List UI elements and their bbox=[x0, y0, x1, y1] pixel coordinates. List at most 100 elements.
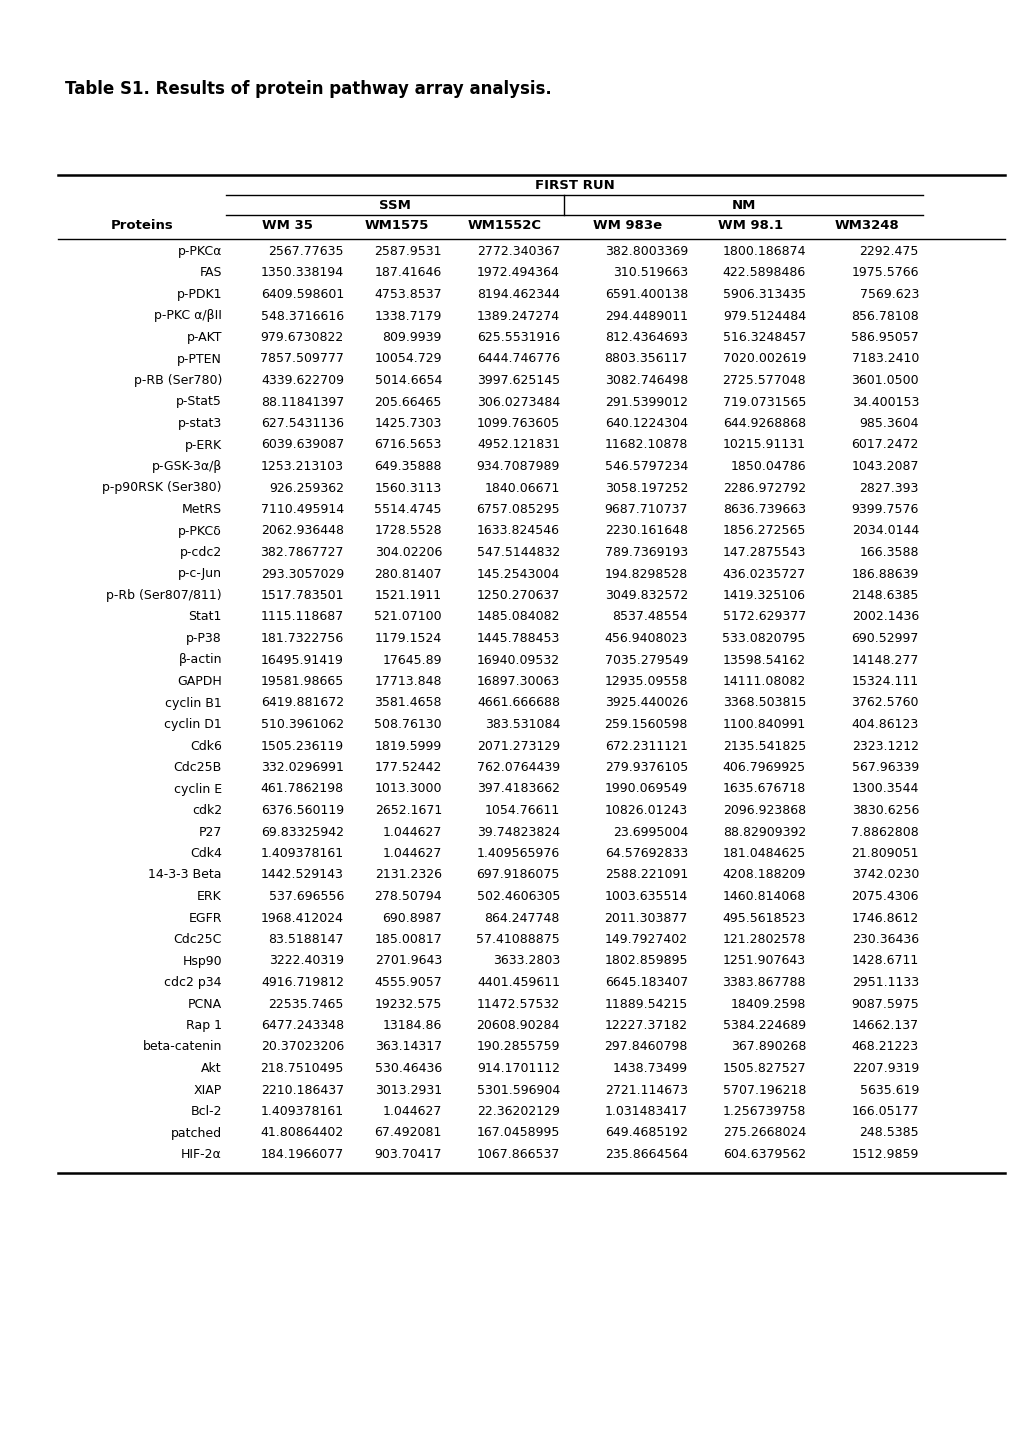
Text: 762.0764439: 762.0764439 bbox=[477, 760, 559, 773]
Text: 548.3716616: 548.3716616 bbox=[261, 309, 343, 322]
Text: p-stat3: p-stat3 bbox=[177, 417, 222, 430]
Text: 7035.279549: 7035.279549 bbox=[604, 654, 688, 667]
Text: 7857.509777: 7857.509777 bbox=[260, 352, 343, 365]
Text: 1389.247274: 1389.247274 bbox=[477, 309, 559, 322]
Text: 1856.272565: 1856.272565 bbox=[721, 524, 805, 537]
Text: SSM: SSM bbox=[379, 199, 411, 212]
Text: 1505.236119: 1505.236119 bbox=[261, 739, 343, 752]
Text: beta-catenin: beta-catenin bbox=[143, 1040, 222, 1053]
Text: 145.2543004: 145.2543004 bbox=[476, 567, 559, 580]
Text: WM1575: WM1575 bbox=[365, 219, 429, 232]
Text: 185.00817: 185.00817 bbox=[374, 934, 441, 947]
Text: 1635.676718: 1635.676718 bbox=[722, 782, 805, 795]
Text: 2230.161648: 2230.161648 bbox=[604, 524, 688, 537]
Text: 979.5124484: 979.5124484 bbox=[722, 309, 805, 322]
Text: 34.400153: 34.400153 bbox=[851, 395, 918, 408]
Text: 16495.91419: 16495.91419 bbox=[261, 654, 343, 667]
Text: 5906.313435: 5906.313435 bbox=[722, 289, 805, 302]
Text: 1179.1524: 1179.1524 bbox=[374, 632, 441, 645]
Text: 2701.9643: 2701.9643 bbox=[374, 954, 441, 967]
Text: 1728.5528: 1728.5528 bbox=[374, 524, 441, 537]
Text: 1975.5766: 1975.5766 bbox=[851, 267, 918, 280]
Text: 546.5797234: 546.5797234 bbox=[604, 460, 688, 473]
Text: WM1552C: WM1552C bbox=[468, 219, 541, 232]
Text: 13598.54162: 13598.54162 bbox=[722, 654, 805, 667]
Text: 6419.881672: 6419.881672 bbox=[261, 697, 343, 710]
Text: 1560.3113: 1560.3113 bbox=[374, 482, 441, 495]
Text: 468.21223: 468.21223 bbox=[851, 1040, 918, 1053]
Text: cyclin B1: cyclin B1 bbox=[165, 697, 222, 710]
Text: 6645.183407: 6645.183407 bbox=[604, 975, 688, 988]
Text: 4916.719812: 4916.719812 bbox=[261, 975, 343, 988]
Text: p-Stat5: p-Stat5 bbox=[176, 395, 222, 408]
Text: 14111.08082: 14111.08082 bbox=[722, 675, 805, 688]
Text: p-PKCα: p-PKCα bbox=[177, 245, 222, 258]
Text: 181.7322756: 181.7322756 bbox=[261, 632, 343, 645]
Text: 6757.085295: 6757.085295 bbox=[476, 504, 559, 517]
Text: 2135.541825: 2135.541825 bbox=[722, 739, 805, 752]
Text: 6444.746776: 6444.746776 bbox=[477, 352, 559, 365]
Text: HIF-2α: HIF-2α bbox=[181, 1149, 222, 1162]
Text: 4401.459611: 4401.459611 bbox=[477, 975, 559, 988]
Text: 1013.3000: 1013.3000 bbox=[374, 782, 441, 795]
Text: 1802.859895: 1802.859895 bbox=[604, 954, 688, 967]
Text: 14-3-3 Beta: 14-3-3 Beta bbox=[149, 869, 222, 882]
Text: 1819.5999: 1819.5999 bbox=[374, 739, 441, 752]
Text: WM 98.1: WM 98.1 bbox=[717, 219, 783, 232]
Text: β-actin: β-actin bbox=[178, 654, 222, 667]
Text: 5172.629377: 5172.629377 bbox=[722, 610, 805, 623]
Text: 1840.06671: 1840.06671 bbox=[484, 482, 559, 495]
Text: 2210.186437: 2210.186437 bbox=[261, 1084, 343, 1097]
Text: p-AKT: p-AKT bbox=[186, 330, 222, 343]
Text: 3633.2803: 3633.2803 bbox=[492, 954, 559, 967]
Text: Rap 1: Rap 1 bbox=[185, 1019, 222, 1032]
Text: 248.5385: 248.5385 bbox=[859, 1127, 918, 1140]
Text: p-GSK-3α/β: p-GSK-3α/β bbox=[152, 460, 222, 473]
Text: 166.05177: 166.05177 bbox=[851, 1105, 918, 1118]
Text: 293.3057029: 293.3057029 bbox=[261, 567, 343, 580]
Text: 310.519663: 310.519663 bbox=[612, 267, 688, 280]
Text: 8194.462344: 8194.462344 bbox=[477, 289, 559, 302]
Text: 533.0820795: 533.0820795 bbox=[721, 632, 805, 645]
Text: 1.044627: 1.044627 bbox=[382, 847, 441, 860]
Text: MetRS: MetRS bbox=[181, 504, 222, 517]
Text: 23.6995004: 23.6995004 bbox=[612, 825, 688, 838]
Text: 7183.2410: 7183.2410 bbox=[851, 352, 918, 365]
Text: 5384.224689: 5384.224689 bbox=[722, 1019, 805, 1032]
Text: 812.4364693: 812.4364693 bbox=[604, 330, 688, 343]
Text: 2148.6385: 2148.6385 bbox=[851, 589, 918, 602]
Text: 508.76130: 508.76130 bbox=[374, 719, 441, 732]
Text: Stat1: Stat1 bbox=[189, 610, 222, 623]
Text: 3368.503815: 3368.503815 bbox=[721, 697, 805, 710]
Text: Akt: Akt bbox=[201, 1062, 222, 1075]
Text: 294.4489011: 294.4489011 bbox=[604, 309, 688, 322]
Text: 3222.40319: 3222.40319 bbox=[269, 954, 343, 967]
Text: 3997.625145: 3997.625145 bbox=[477, 374, 559, 387]
Text: 547.5144832: 547.5144832 bbox=[476, 545, 559, 558]
Text: 304.02206: 304.02206 bbox=[374, 545, 441, 558]
Text: 1251.907643: 1251.907643 bbox=[722, 954, 805, 967]
Text: Bcl-2: Bcl-2 bbox=[191, 1105, 222, 1118]
Text: Table S1. Results of protein pathway array analysis.: Table S1. Results of protein pathway arr… bbox=[65, 79, 551, 98]
Text: 1633.824546: 1633.824546 bbox=[477, 524, 559, 537]
Text: 1428.6711: 1428.6711 bbox=[851, 954, 918, 967]
Text: 2062.936448: 2062.936448 bbox=[261, 524, 343, 537]
Text: 19232.575: 19232.575 bbox=[374, 997, 441, 1010]
Text: 3049.832572: 3049.832572 bbox=[604, 589, 688, 602]
Text: 5014.6654: 5014.6654 bbox=[374, 374, 441, 387]
Text: 1968.412024: 1968.412024 bbox=[261, 912, 343, 925]
Text: 864.247748: 864.247748 bbox=[484, 912, 559, 925]
Text: 149.7927402: 149.7927402 bbox=[604, 934, 688, 947]
Text: 2207.9319: 2207.9319 bbox=[851, 1062, 918, 1075]
Text: 22535.7465: 22535.7465 bbox=[268, 997, 343, 1010]
Text: 7569.623: 7569.623 bbox=[859, 289, 918, 302]
Text: 625.5531916: 625.5531916 bbox=[477, 330, 559, 343]
Text: 88.11841397: 88.11841397 bbox=[261, 395, 343, 408]
Text: 306.0273484: 306.0273484 bbox=[476, 395, 559, 408]
Text: 12935.09558: 12935.09558 bbox=[604, 675, 688, 688]
Text: 1505.827527: 1505.827527 bbox=[721, 1062, 805, 1075]
Text: 20608.90284: 20608.90284 bbox=[476, 1019, 559, 1032]
Text: p-RB (Ser780): p-RB (Ser780) bbox=[133, 374, 222, 387]
Text: 502.4606305: 502.4606305 bbox=[476, 890, 559, 903]
Text: 3013.2931: 3013.2931 bbox=[375, 1084, 441, 1097]
